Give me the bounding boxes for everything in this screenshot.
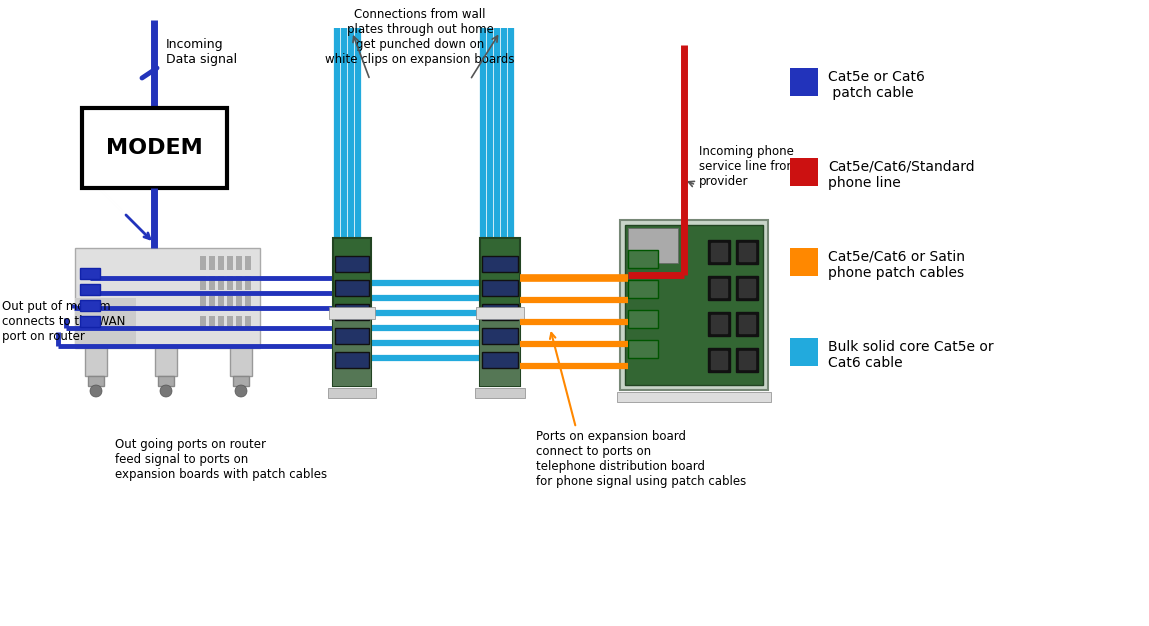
Bar [629, 250, 658, 268]
Bar [711, 351, 727, 369]
Bar [236, 256, 242, 270]
Text: Incoming
Data signal: Incoming Data signal [165, 38, 237, 66]
Text: MODEM: MODEM [106, 138, 203, 158]
Bar [737, 348, 758, 372]
Bar [200, 256, 206, 270]
Bar [80, 300, 100, 311]
Bar [481, 304, 518, 320]
Text: Out put of modem
connects to the WAN
port on router: Out put of modem connects to the WAN por… [2, 300, 125, 343]
Bar [629, 228, 678, 263]
Text: Out going ports on router
feed signal to ports on
expansion boards with patch ca: Out going ports on router feed signal to… [115, 438, 327, 481]
Bar [737, 276, 758, 300]
Bar [228, 276, 233, 290]
Bar [85, 348, 107, 376]
Bar [80, 316, 100, 327]
Text: Connections from wall
plates through out home
get punched down on
white clips on: Connections from wall plates through out… [325, 8, 515, 66]
Bar [629, 310, 658, 328]
Bar [75, 248, 260, 348]
Bar [75, 298, 136, 348]
Circle shape [160, 385, 172, 397]
Bar [336, 280, 369, 296]
Bar [739, 243, 755, 261]
Bar [481, 280, 518, 296]
Bar [481, 352, 518, 368]
Bar [228, 256, 233, 270]
Bar [625, 225, 763, 385]
Bar [200, 296, 206, 310]
Text: Cat5e or Cat6
 patch cable: Cat5e or Cat6 patch cable [828, 70, 925, 100]
Circle shape [90, 385, 102, 397]
Bar [739, 279, 755, 297]
Bar [480, 238, 520, 386]
Bar [159, 376, 173, 386]
Bar [228, 316, 233, 330]
Bar [629, 280, 658, 298]
Bar [711, 315, 727, 333]
Bar [236, 296, 242, 310]
Bar [475, 388, 525, 398]
Bar [218, 316, 224, 330]
Text: Bulk solid core Cat5e or
Cat6 cable: Bulk solid core Cat5e or Cat6 cable [828, 340, 994, 370]
Circle shape [236, 385, 247, 397]
Bar [739, 351, 755, 369]
Bar [708, 348, 730, 372]
Text: Ports on expansion board
connect to ports on
telephone distribution board
for ph: Ports on expansion board connect to port… [535, 430, 746, 488]
Bar [481, 328, 518, 344]
Bar [245, 256, 250, 270]
Bar [88, 376, 105, 386]
Bar [236, 276, 242, 290]
Text: Cat5e/Cat6/Standard
phone line: Cat5e/Cat6/Standard phone line [828, 160, 974, 190]
Bar [228, 296, 233, 310]
Bar [336, 352, 369, 368]
Bar [236, 316, 242, 330]
Bar [791, 68, 818, 96]
Bar [481, 256, 518, 272]
Bar [791, 158, 818, 186]
Bar [480, 312, 520, 386]
Bar [737, 240, 758, 264]
Bar [245, 316, 250, 330]
Bar [617, 392, 771, 402]
Bar [218, 296, 224, 310]
Bar [329, 307, 375, 319]
Bar [708, 240, 730, 264]
Bar [629, 340, 658, 358]
Bar [327, 388, 376, 398]
Bar [791, 248, 818, 276]
Bar [233, 376, 249, 386]
Bar [155, 348, 177, 376]
Bar [80, 268, 100, 279]
Bar [209, 256, 215, 270]
Bar [336, 256, 369, 272]
Bar [333, 312, 371, 386]
Bar [476, 307, 524, 319]
Bar [791, 338, 818, 366]
Bar [711, 279, 727, 297]
Bar [739, 315, 755, 333]
Bar [336, 304, 369, 320]
Bar [218, 276, 224, 290]
Bar [200, 276, 206, 290]
Bar [230, 348, 252, 376]
Bar [620, 220, 768, 390]
Bar [80, 284, 100, 295]
Bar [209, 276, 215, 290]
Bar [200, 316, 206, 330]
Bar [711, 243, 727, 261]
Bar [82, 108, 228, 188]
Bar [333, 238, 371, 386]
Bar [336, 328, 369, 344]
Bar [218, 256, 224, 270]
Bar [245, 276, 250, 290]
Text: Incoming phone
service line from
provider: Incoming phone service line from provide… [699, 145, 797, 188]
Bar [737, 312, 758, 336]
Bar [245, 296, 250, 310]
Text: Cat5e/Cat6 or Satin
phone patch cables: Cat5e/Cat6 or Satin phone patch cables [828, 250, 965, 280]
Bar [209, 296, 215, 310]
Bar [209, 316, 215, 330]
Bar [708, 276, 730, 300]
Bar [708, 312, 730, 336]
